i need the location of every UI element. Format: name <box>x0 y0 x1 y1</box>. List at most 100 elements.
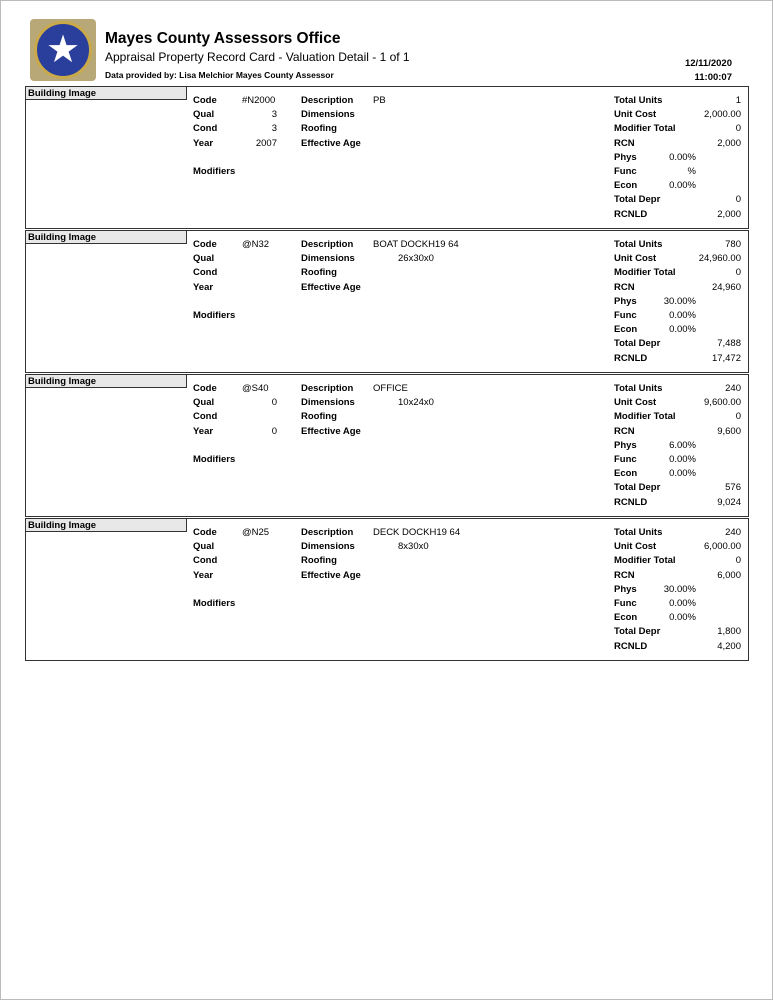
qual-label: Qual <box>193 541 215 553</box>
year-label: Year <box>193 569 214 581</box>
total-units-label: Total Units <box>614 383 663 394</box>
unit-cost-value: 6,000.00 <box>704 541 741 553</box>
rcnld-value: 9,024 <box>717 496 741 508</box>
page-title: Mayes County Assessors Office <box>105 30 341 47</box>
cond-label: Cond <box>193 411 218 423</box>
code-label: Code <box>193 383 217 394</box>
code-label: Code <box>193 239 217 250</box>
func-value: 0.00% <box>669 310 696 321</box>
rcnld-value: 4,200 <box>717 640 741 652</box>
unit-cost-value: 9,600.00 <box>704 397 741 409</box>
rcn-label: RCN <box>614 137 635 149</box>
page-subtitle: Appraisal Property Record Card - Valuati… <box>105 50 410 64</box>
star-icon: ★ <box>34 21 92 79</box>
phys-value: 0.00% <box>669 151 696 163</box>
dimensions-label: Dimensions <box>301 253 355 265</box>
cond-label: Cond <box>193 555 218 567</box>
phys-value: 30.00% <box>663 295 696 307</box>
year-label: Year <box>193 281 214 293</box>
phys-value: 30.00% <box>663 583 696 595</box>
qual-label: Qual <box>193 397 215 409</box>
building-image-header: Building Image <box>25 518 187 532</box>
rcnld-label: RCNLD <box>614 208 648 220</box>
total-depr-label: Total Depr <box>614 482 661 494</box>
effective-age-label: Effective Age <box>301 569 361 581</box>
func-value: 0.00% <box>669 598 696 609</box>
phys-label: Phys <box>614 439 637 451</box>
roofing-label: Roofing <box>301 555 337 567</box>
econ-label: Econ <box>614 180 638 192</box>
modifier-total-label: Modifier Total <box>614 411 676 423</box>
code-label: Code <box>193 527 217 538</box>
rcn-value: 9,600 <box>717 425 741 437</box>
total-units-value: 240 <box>725 383 741 394</box>
total-depr-label: Total Depr <box>614 338 661 350</box>
description-label: Description <box>301 95 354 106</box>
total-depr-label: Total Depr <box>614 626 661 638</box>
description-value: BOAT DOCKH19 64 <box>373 239 459 250</box>
qual-value: 0 <box>271 397 277 409</box>
year-value: 2007 <box>255 137 277 149</box>
rcnld-label: RCNLD <box>614 640 648 652</box>
total-depr-value: 576 <box>725 482 741 494</box>
rcn-value: 24,960 <box>711 281 741 293</box>
unit-cost-value: 2,000.00 <box>704 109 741 121</box>
func-label: Func <box>614 310 637 321</box>
total-depr-value: 7,488 <box>717 338 741 350</box>
modifier-total-label: Modifier Total <box>614 555 676 567</box>
unit-cost-label: Unit Cost <box>614 253 657 265</box>
effective-age-label: Effective Age <box>301 425 361 437</box>
total-units-label: Total Units <box>614 95 663 106</box>
modifier-total-value: 0 <box>735 123 741 135</box>
rcn-label: RCN <box>614 569 635 581</box>
cond-label: Cond <box>193 267 218 279</box>
modifiers-label: Modifiers <box>193 598 236 609</box>
code-value: @N25 <box>242 527 270 538</box>
unit-cost-label: Unit Cost <box>614 541 657 553</box>
econ-label: Econ <box>614 324 638 336</box>
building-valuation-block: Building Image Code Qual Cond Year Modifiers D… <box>25 518 749 661</box>
econ-label: Econ <box>614 612 638 624</box>
report-time: 11:00:07 <box>694 72 732 83</box>
rcnld-value: 2,000 <box>717 208 741 220</box>
effective-age-label: Effective Age <box>301 137 361 149</box>
building-valuation-block: Building Image Code Qual Cond Year Modifiers D… <box>25 86 749 229</box>
modifier-total-value: 0 <box>735 555 741 567</box>
cond-value: 3 <box>271 123 277 135</box>
description-value: DECK DOCKH19 64 <box>373 527 461 538</box>
description-label: Description <box>301 383 354 394</box>
total-units-label: Total Units <box>614 527 663 538</box>
report-date: 12/11/2020 <box>684 58 732 69</box>
func-label: Func <box>614 454 637 465</box>
rcn-value: 6,000 <box>717 569 741 581</box>
data-provider: Data provided by: Lisa Melchior Mayes Co… <box>105 70 334 80</box>
description-value: OFFICE <box>373 383 408 394</box>
year-value: 0 <box>271 425 277 437</box>
effective-age-label: Effective Age <box>301 281 361 293</box>
phys-label: Phys <box>614 151 637 163</box>
building-valuation-block: Building Image Code Qual Cond Year Modifiers D… <box>25 230 749 373</box>
unit-cost-label: Unit Cost <box>614 397 657 409</box>
code-label: Code <box>193 95 217 106</box>
roofing-label: Roofing <box>301 411 337 423</box>
rcn-value: 2,000 <box>717 137 741 149</box>
dimensions-value: 26x30x0 <box>398 253 434 265</box>
roofing-label: Roofing <box>301 267 337 279</box>
total-units-value: 780 <box>725 239 741 250</box>
code-value: #N2000 <box>242 95 276 106</box>
func-value: % <box>687 166 696 177</box>
rcn-label: RCN <box>614 281 635 293</box>
total-depr-label: Total Depr <box>614 194 661 206</box>
county-seal-logo: ★ <box>30 19 96 81</box>
phys-label: Phys <box>614 295 637 307</box>
econ-label: Econ <box>614 468 638 480</box>
econ-value: 0.00% <box>669 324 696 336</box>
phys-value: 6.00% <box>669 439 696 451</box>
qual-label: Qual <box>193 109 215 121</box>
building-image-header: Building Image <box>25 86 187 100</box>
total-depr-value: 0 <box>735 194 741 206</box>
modifier-total-label: Modifier Total <box>614 267 676 279</box>
total-units-value: 1 <box>735 95 741 106</box>
rcnld-label: RCNLD <box>614 352 648 364</box>
modifiers-label: Modifiers <box>193 454 236 465</box>
